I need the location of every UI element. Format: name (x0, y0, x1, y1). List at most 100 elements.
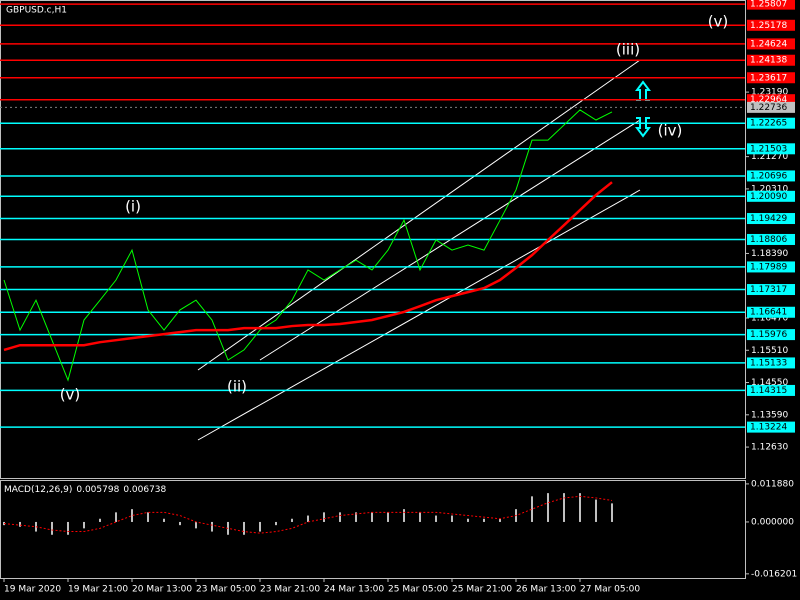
macd-bar (595, 499, 597, 522)
level-label: 1.15976 (750, 330, 787, 340)
bid-label: 1.22736 (750, 103, 787, 113)
macd-bar (67, 521, 69, 535)
up-arrow (635, 80, 651, 101)
macd-bar (579, 493, 581, 522)
macd-bar (115, 512, 117, 522)
level-label-box (747, 190, 795, 202)
price-line (3, 109, 613, 382)
wave-label: (v) (60, 386, 81, 404)
macd-bar (355, 512, 357, 522)
macd-bar (419, 512, 421, 522)
level-label-box (747, 94, 795, 106)
macd-bar (499, 518, 501, 522)
level-label-box (747, 421, 795, 433)
level-label-box (747, 306, 795, 318)
y-tick-label: 1.18390 (751, 249, 788, 259)
level-label-box (747, 213, 795, 225)
level-label-box (747, 19, 795, 31)
level-label: 1.15133 (750, 358, 787, 368)
level-label: 1.22964 (750, 95, 787, 105)
macd-bar (163, 518, 165, 522)
x-tick-label: 26 Mar 13:00 (516, 585, 576, 595)
level-label-box (747, 117, 795, 129)
macd-bar (99, 518, 101, 522)
level-label: 1.13224 (750, 423, 787, 433)
macd-bar (547, 493, 549, 522)
wave-label: (v) (708, 13, 729, 31)
macd-bar (483, 518, 485, 522)
macd-bar (243, 521, 245, 535)
y-tick-label: 0.000000 (751, 517, 794, 527)
y-tick-label: 1.20310 (751, 184, 788, 194)
level-label: 1.18806 (750, 235, 787, 245)
level-label: 1.21503 (750, 144, 787, 154)
price-line (3, 181, 613, 352)
macd-bar (131, 509, 133, 522)
macd-bar (195, 521, 197, 529)
macd-bar (179, 521, 181, 526)
level-label-box (747, 357, 795, 369)
y-tick-label: 1.13590 (751, 410, 788, 420)
y-tick-label: 1.16470 (751, 313, 788, 323)
macd-bar (323, 512, 325, 522)
macd-bar (51, 521, 53, 535)
wave-label: (ii) (227, 378, 247, 396)
level-label: 1.19429 (750, 214, 787, 224)
level-label: 1.14315 (750, 386, 787, 396)
macd-bar (19, 521, 21, 527)
macd-name: MACD(12,26,9) (4, 485, 72, 495)
level-label-box (747, 384, 795, 396)
y-tick-label: 1.14550 (751, 378, 788, 388)
macd-bar (83, 521, 85, 529)
x-tick-label: 27 Mar 05:00 (580, 585, 640, 595)
level-label: 1.22265 (750, 119, 787, 129)
channel-line (197, 59, 641, 371)
x-tick-label: 25 Mar 21:00 (452, 585, 512, 595)
level-label: 1.17317 (750, 285, 787, 295)
level-label-box (747, 38, 795, 50)
macd-bar (211, 521, 213, 532)
level-label-box (747, 143, 795, 155)
level-label: 1.25178 (750, 21, 787, 31)
macd-bar (147, 512, 149, 522)
macd-bar (387, 512, 389, 522)
macd-title: MACD(12,26,9) 0.005798 0.006738 (4, 485, 167, 495)
macd-bar (275, 521, 277, 526)
bid-label-box (747, 101, 795, 113)
symbol-title: GBPUSD.c,H1 (6, 6, 67, 16)
channel-line (197, 189, 641, 441)
level-label-box (747, 0, 795, 10)
level-label: 1.24138 (750, 56, 787, 66)
y-tick-label: 1.12630 (751, 443, 788, 453)
macd-bar (403, 509, 405, 522)
macd-bar (307, 515, 309, 522)
level-label-box (747, 329, 795, 341)
x-tick-label: 20 Mar 13:00 (132, 585, 192, 595)
macd-bar (371, 512, 373, 522)
x-tick-label: 23 Mar 21:00 (260, 585, 320, 595)
level-label-box (747, 261, 795, 273)
macd-bar (451, 515, 453, 522)
wave-label: (iv) (658, 122, 683, 140)
level-label: 1.20696 (750, 171, 787, 181)
macd-frame (0, 480, 746, 579)
macd-bar (467, 518, 469, 522)
macd-bar (611, 503, 613, 522)
x-tick-label: 25 Mar 05:00 (388, 585, 448, 595)
level-label: 1.20090 (750, 192, 787, 202)
wave-label: (iii) (616, 41, 640, 59)
level-label: 1.25807 (750, 0, 787, 10)
level-label: 1.16641 (750, 308, 787, 318)
macd-bar (563, 493, 565, 522)
level-label-box (747, 72, 795, 84)
macd-bar (339, 512, 341, 522)
macd-bar (291, 518, 293, 522)
y-tick-label: 1.23190 (751, 88, 788, 98)
x-tick-label: 24 Mar 13:00 (324, 585, 384, 595)
y-tick-label: 0.011880 (751, 479, 794, 489)
level-label: 1.17989 (750, 262, 787, 272)
signal-value: 0.006738 (123, 485, 166, 495)
